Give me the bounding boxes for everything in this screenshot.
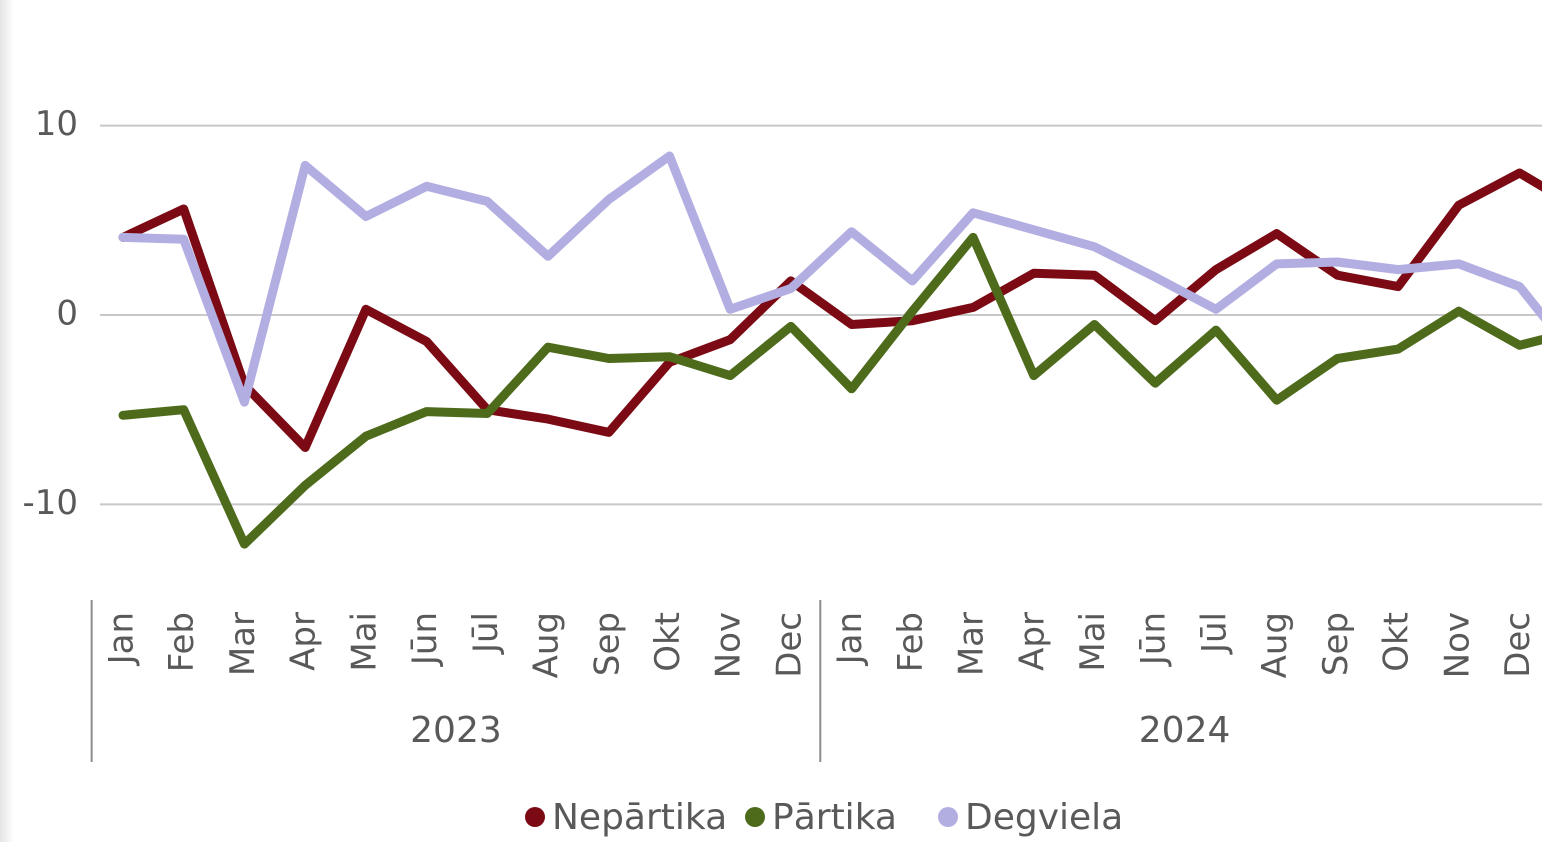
x-tick-label: Jan <box>830 612 870 666</box>
y-tick-label: 0 <box>56 294 78 334</box>
x-tick-label: Apr <box>1012 612 1052 671</box>
x-tick-label: Jūl <box>1194 612 1234 655</box>
y-tick-label: -10 <box>22 483 78 523</box>
series-line <box>118 151 1542 407</box>
x-tick-label: Sep <box>587 612 627 676</box>
legend-label: Degviela <box>965 797 1123 838</box>
y-tick-label: 10 <box>35 104 78 144</box>
legend-marker <box>938 807 958 827</box>
legend-label: Pārtika <box>772 797 897 838</box>
x-tick-label: Aug <box>527 612 567 678</box>
year-label: 2024 <box>1139 710 1231 751</box>
x-tick-label: Nov <box>1437 612 1477 678</box>
x-tick-label: Feb <box>891 612 931 672</box>
legend-marker <box>745 807 765 827</box>
x-tick-label: Mai <box>1073 612 1113 672</box>
series-line <box>118 168 1542 452</box>
x-tick-label: Dec <box>769 612 809 678</box>
x-tick-label: Jūn <box>1134 612 1174 667</box>
x-tick-label: Jūl <box>466 612 506 655</box>
x-tick-label: Aug <box>1255 612 1295 678</box>
x-tick-label: Dec <box>1498 612 1538 678</box>
plot-area <box>118 151 1542 549</box>
x-tick-label: Mar <box>223 612 263 676</box>
x-tick-label: Nov <box>709 612 749 678</box>
series-line <box>118 232 1542 549</box>
x-tick-label: Feb <box>162 612 202 672</box>
x-tick-label: Mai <box>344 612 384 672</box>
legend-label: Nepārtika <box>552 797 727 838</box>
x-tick-label: Jūn <box>405 612 445 667</box>
x-tick-label: Okt <box>1377 612 1417 672</box>
year-label: 2023 <box>410 710 502 751</box>
x-tick-label: Jan <box>102 612 142 666</box>
x-tick-label: Sep <box>1316 612 1356 676</box>
edge-shade <box>0 0 14 842</box>
x-tick-label: Mar <box>952 612 992 676</box>
legend-marker <box>525 807 545 827</box>
x-tick-label: Apr <box>284 612 324 671</box>
x-tick-label: Okt <box>648 612 688 672</box>
